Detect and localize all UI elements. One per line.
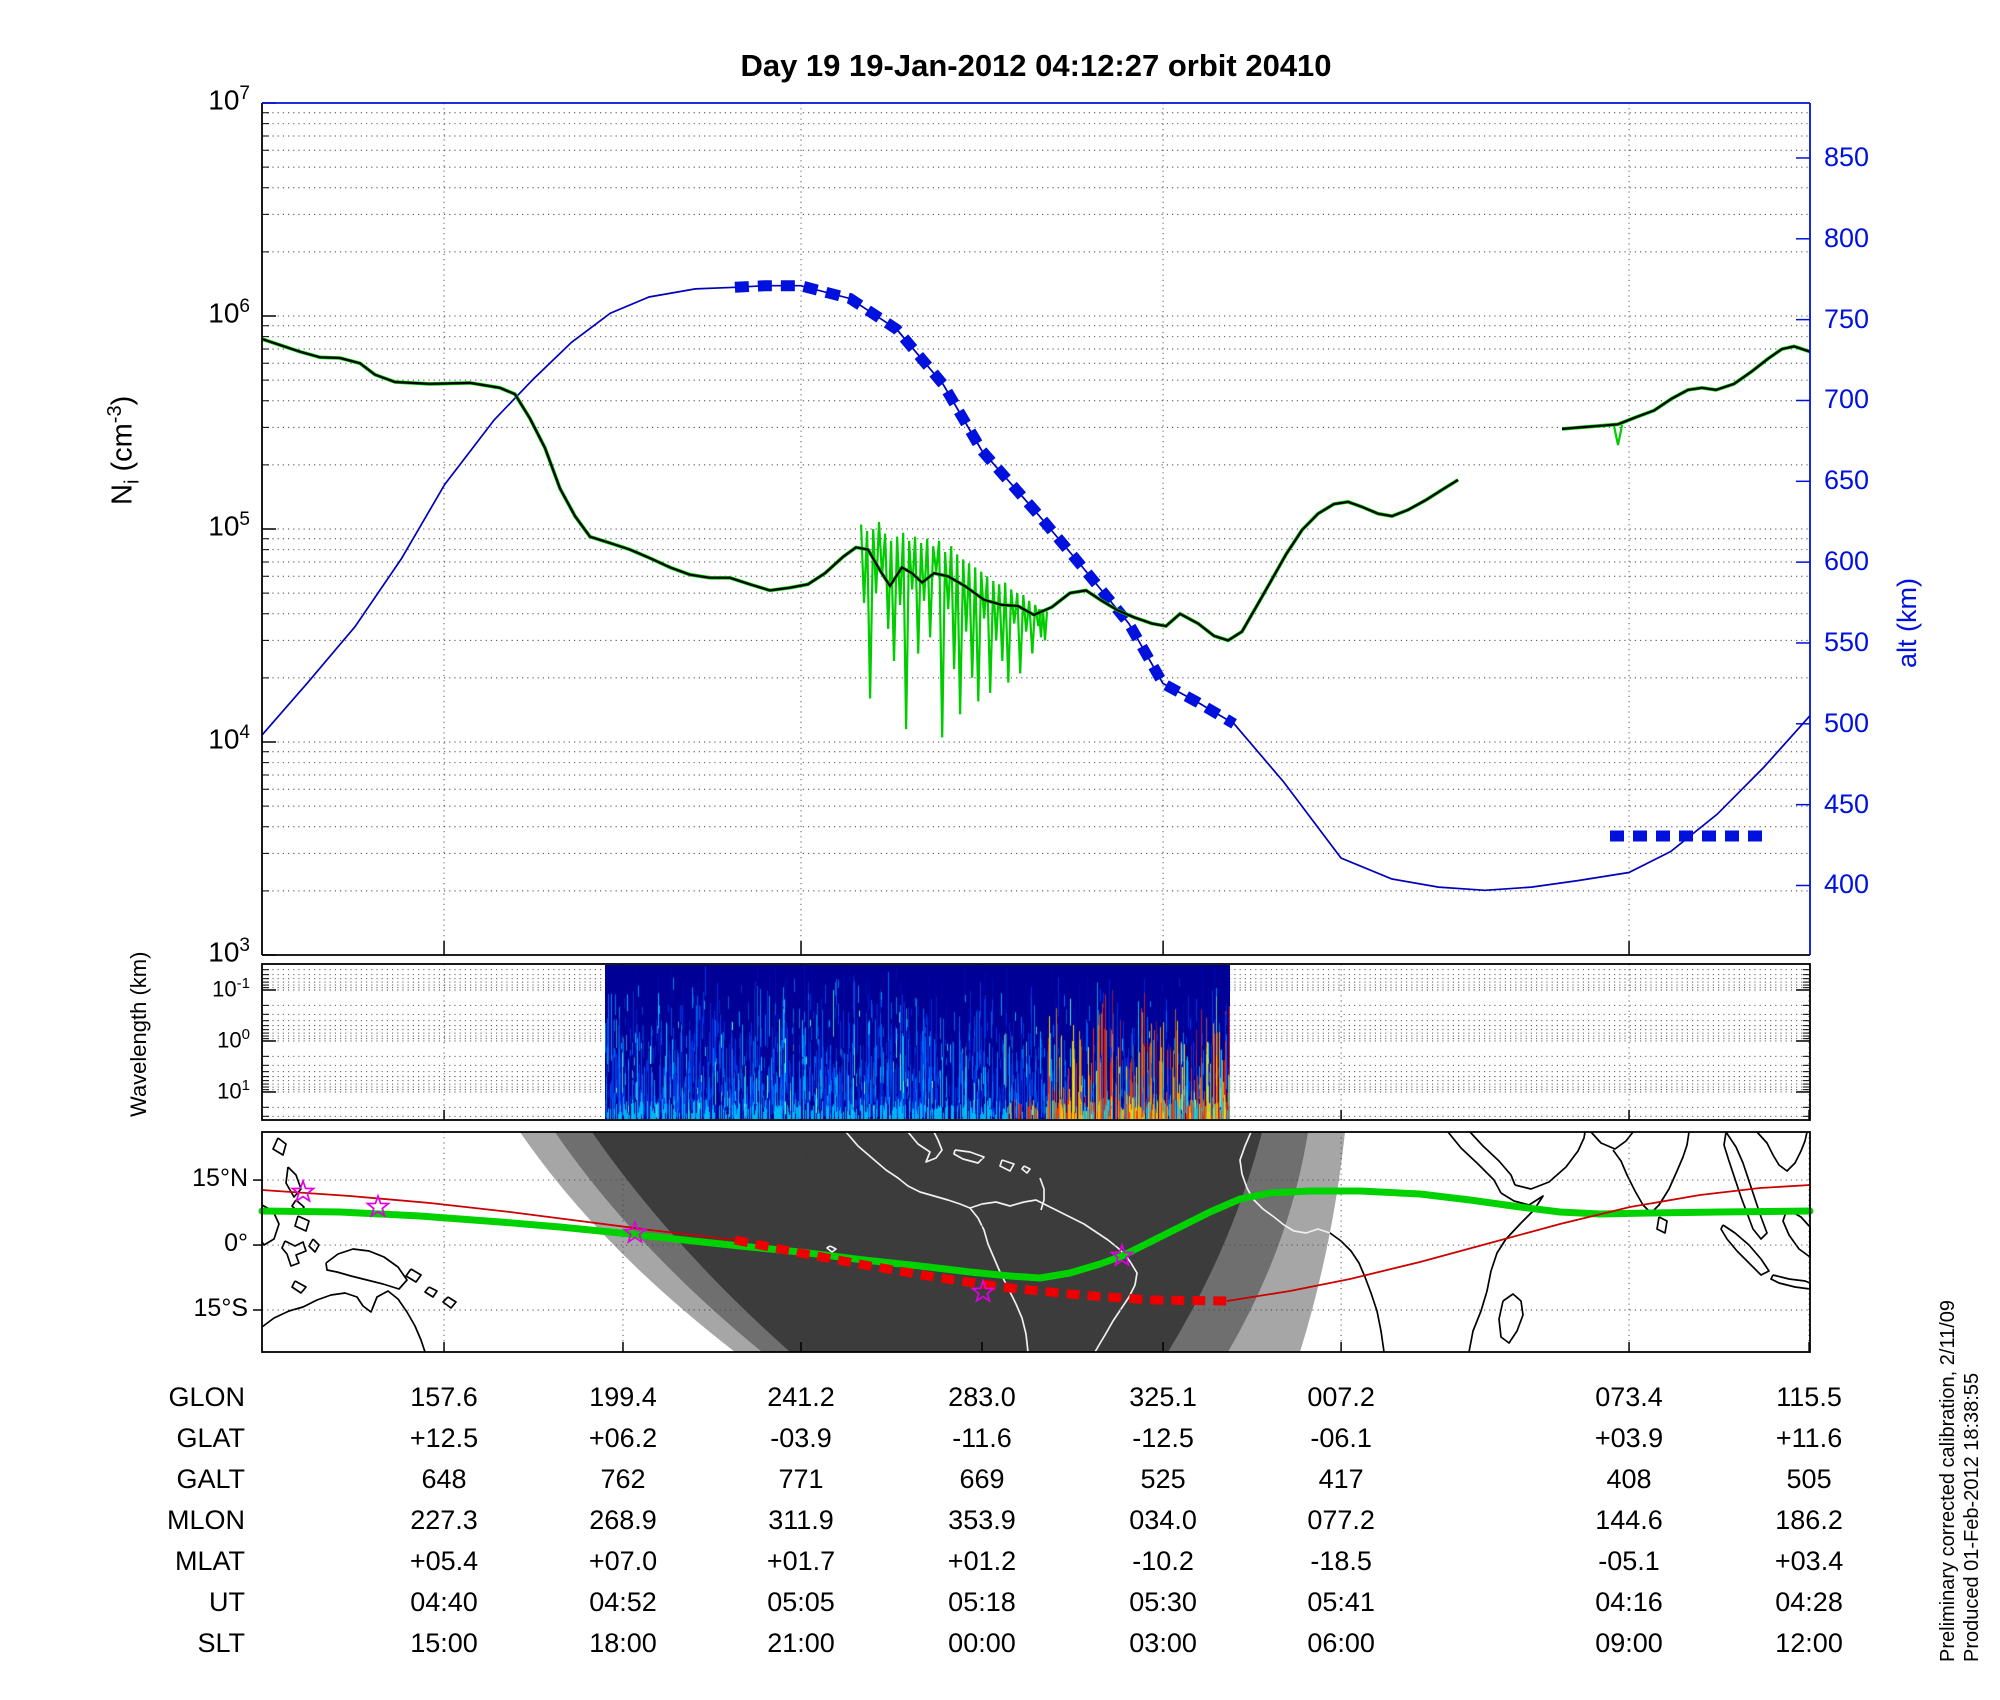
table-cell: 04:40 xyxy=(410,1587,478,1617)
table-cell: 15:00 xyxy=(410,1628,478,1658)
calibration-note-line: Preliminary corrected calibration, 2/11/… xyxy=(1937,1299,1959,1662)
table-cell: 05:18 xyxy=(948,1587,1016,1617)
table-cell: 408 xyxy=(1606,1464,1652,1494)
table-cell: 05:30 xyxy=(1129,1587,1197,1617)
table-cell: 04:16 xyxy=(1595,1587,1663,1617)
table-cell: +12.5 xyxy=(409,1423,479,1453)
table-cell: 525 xyxy=(1140,1464,1186,1494)
y-left-tick-label: 103 xyxy=(208,935,250,968)
table-row-label: GALT xyxy=(176,1464,245,1494)
table-cell: 18:00 xyxy=(589,1628,657,1658)
y-right-tick-label: 800 xyxy=(1824,222,1870,253)
table-cell: 669 xyxy=(959,1464,1005,1494)
table-cell: 283.0 xyxy=(948,1382,1016,1412)
table-row-label: GLAT xyxy=(176,1423,245,1453)
produced-note: Preliminary corrected calibration, 2/11/… xyxy=(1936,1300,1984,1662)
table-cell: 04:28 xyxy=(1775,1587,1843,1617)
wavelength-tick-label: 10-1 xyxy=(212,975,250,1002)
table-cell: -06.1 xyxy=(1310,1423,1372,1453)
table-cell: +01.7 xyxy=(766,1546,836,1576)
y-right-tick-label: 650 xyxy=(1824,465,1870,496)
table-cell: +11.6 xyxy=(1775,1423,1843,1453)
produced-note-line: Produced 01-Feb-2012 18:38:55 xyxy=(1961,1372,1983,1662)
table-cell: -05.1 xyxy=(1598,1546,1660,1576)
table-cell: 03:00 xyxy=(1129,1628,1197,1658)
table-cell: 353.9 xyxy=(948,1505,1016,1535)
table-cell: 115.5 xyxy=(1776,1382,1842,1412)
y-right-tick-label: 600 xyxy=(1824,546,1870,577)
table-cell: 073.4 xyxy=(1595,1382,1663,1412)
table-cell: 505 xyxy=(1786,1464,1832,1494)
table-cell: 325.1 xyxy=(1129,1382,1197,1412)
table-cell: 00:00 xyxy=(948,1628,1016,1658)
y-right-tick-label: 400 xyxy=(1824,869,1870,900)
table-row-label: MLAT xyxy=(174,1546,245,1576)
y-right-tick-label: 550 xyxy=(1824,626,1870,657)
y-right-tick-label: 850 xyxy=(1824,141,1870,172)
table-cell: +06.2 xyxy=(588,1423,658,1453)
table-row-label: GLON xyxy=(168,1382,245,1412)
table-cell: 06:00 xyxy=(1307,1628,1375,1658)
y-right-tick-label: 700 xyxy=(1824,384,1870,415)
table-cell: 771 xyxy=(778,1464,824,1494)
table-cell: +03.4 xyxy=(1774,1546,1844,1576)
table-cell: 05:41 xyxy=(1307,1587,1375,1617)
table-cell: 144.6 xyxy=(1595,1505,1663,1535)
table-cell: +01.2 xyxy=(947,1546,1017,1576)
table-cell: -18.5 xyxy=(1310,1546,1372,1576)
table-cell: 241.2 xyxy=(767,1382,835,1412)
table-cell: -10.2 xyxy=(1132,1546,1194,1576)
y-left-tick-label: 105 xyxy=(208,509,250,542)
map-lat-label: 15°N xyxy=(192,1164,248,1193)
table-cell: 186.2 xyxy=(1775,1505,1843,1535)
map-lat-label: 0° xyxy=(224,1229,248,1258)
table-cell: 077.2 xyxy=(1307,1505,1375,1535)
table-cell: 05:05 xyxy=(767,1587,835,1617)
y-left-tick-label: 106 xyxy=(208,296,250,329)
y-left-tick-label: 104 xyxy=(208,722,250,755)
table-cell: +05.4 xyxy=(409,1546,479,1576)
table-cell: 199.4 xyxy=(589,1382,657,1412)
table-row-label: MLON xyxy=(166,1505,245,1535)
wavelength-tick-label: 100 xyxy=(217,1025,250,1053)
table-row-label: UT xyxy=(209,1587,245,1617)
table-cell: 648 xyxy=(421,1464,467,1494)
table-cell: 417 xyxy=(1318,1464,1364,1494)
table-cell: 12:00 xyxy=(1775,1628,1843,1658)
table-cell: 157.6 xyxy=(410,1382,478,1412)
table-cell: +03.9 xyxy=(1594,1423,1664,1453)
table-cell: -11.6 xyxy=(952,1423,1012,1453)
figure-title: Day 19 19-Jan-2012 04:12:27 orbit 20410 xyxy=(740,48,1332,83)
table-cell: 311.9 xyxy=(768,1505,834,1535)
table-cell: 04:52 xyxy=(589,1587,657,1617)
spectrogram-image xyxy=(605,965,1230,1119)
y-left-tick-label: 107 xyxy=(208,83,250,116)
y-right-tick-label: 500 xyxy=(1824,707,1870,738)
table-cell: 034.0 xyxy=(1129,1505,1197,1535)
table-cell: 227.3 xyxy=(410,1505,478,1535)
table-cell: -03.9 xyxy=(770,1423,832,1453)
table-cell: 21:00 xyxy=(767,1628,835,1658)
y-right-tick-label: 750 xyxy=(1824,303,1870,334)
wavelength-tick-label: 101 xyxy=(217,1076,250,1104)
table-cell: 762 xyxy=(600,1464,646,1494)
y-right-tick-label: 450 xyxy=(1824,788,1870,819)
table-row-label: SLT xyxy=(197,1628,245,1658)
table-cell: 007.2 xyxy=(1307,1382,1375,1412)
table-cell: -12.5 xyxy=(1132,1423,1194,1453)
map-lat-label: 15°S xyxy=(193,1293,248,1322)
table-cell: +07.0 xyxy=(588,1546,658,1576)
table-cell: 268.9 xyxy=(589,1505,657,1535)
table-cell: 09:00 xyxy=(1595,1628,1663,1658)
